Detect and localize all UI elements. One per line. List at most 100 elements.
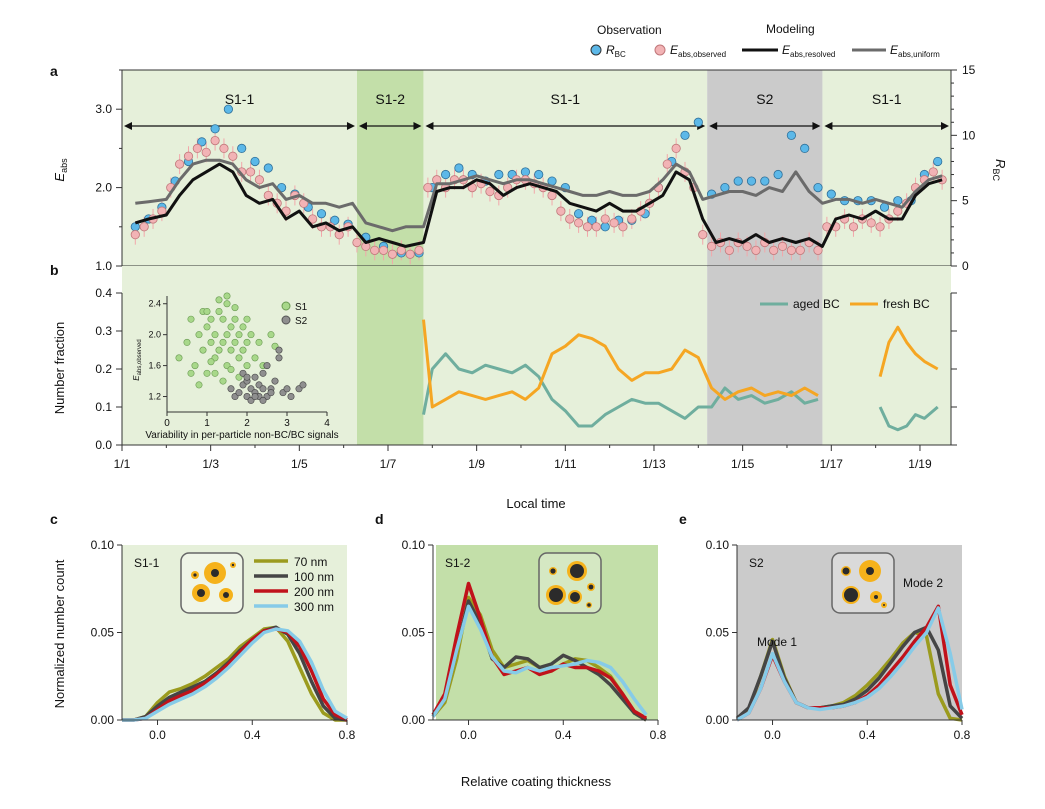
rbc-point xyxy=(760,176,770,186)
rbc-point xyxy=(746,176,757,186)
eobs-point xyxy=(609,218,619,228)
eobs-point xyxy=(370,245,380,255)
period-label-1: S1-2 xyxy=(375,91,405,107)
panel-e-series-3 xyxy=(736,606,964,722)
rbc-point xyxy=(733,176,743,186)
inset-s1-point xyxy=(231,315,239,323)
size-legend-100-label: 100 nm xyxy=(294,570,334,584)
time-tick-label: 1/5 xyxy=(291,457,308,471)
inset-s1-point xyxy=(175,354,183,362)
rbc-point xyxy=(600,222,610,232)
panel-d-series-1 xyxy=(431,599,648,722)
eobs-point xyxy=(219,143,229,153)
time-axis-ticks: 1/1 1/3 1/5 1/7 1/9 1/11 1/13 1/15 1/17 1/19 xyxy=(114,445,932,471)
eobs-point xyxy=(751,245,761,255)
inset-legend-s1-label: S1 xyxy=(295,302,308,313)
period-bg-b-3 xyxy=(707,266,823,445)
time-tick-label: 1/19 xyxy=(908,457,932,471)
inset-s1-point xyxy=(235,331,243,339)
inset-s1-point xyxy=(243,362,251,370)
eobs-point xyxy=(139,222,149,232)
inset-s1-point xyxy=(191,362,199,370)
eobs-point xyxy=(875,222,885,232)
inset-s1-point xyxy=(251,354,259,362)
time-tick-label: 1/7 xyxy=(380,457,397,471)
panel-e-ytick-label: 0.00 xyxy=(706,713,730,727)
eobs-point xyxy=(662,159,672,169)
inset-s1-point xyxy=(203,323,211,331)
inset-s1-point xyxy=(255,338,263,346)
panel-e-mode1-label: Mode 1 xyxy=(757,635,797,649)
inset-s2-point xyxy=(251,373,259,381)
panel-a-label: a xyxy=(50,63,58,79)
panel-d-xtick-label: 0.4 xyxy=(555,728,572,742)
inset-s1-point xyxy=(239,346,247,354)
panel-c: 0.00 0.05 0.10 0.0 0.4 0.8 S1-1 xyxy=(91,538,356,742)
period-bg-b-1 xyxy=(356,266,424,445)
rbc-point xyxy=(316,209,327,219)
eobs-point xyxy=(556,206,566,216)
period-arrow-left-0 xyxy=(124,122,132,130)
eobs-point xyxy=(618,222,628,232)
rbc-point xyxy=(494,169,504,180)
inset-s1-point xyxy=(267,331,275,339)
rbc-point xyxy=(210,124,220,134)
time-tick-label: 1/11 xyxy=(554,457,577,471)
rbc-point xyxy=(454,163,464,173)
size-legend-200-label: 200 nm xyxy=(294,585,334,599)
inset-ytick-label: 2.0 xyxy=(148,330,161,340)
panel-e-xtick-label: 0.8 xyxy=(954,728,971,742)
inset-s2-point xyxy=(259,396,267,404)
rbc-point xyxy=(237,143,247,153)
inset-s2-point xyxy=(259,385,267,393)
period-arrow-left-3 xyxy=(709,122,718,130)
panel-c-ytick-label: 0.00 xyxy=(91,713,115,727)
period-label-2: S1-1 xyxy=(551,91,581,107)
rbc-point xyxy=(786,130,797,140)
eobs-point xyxy=(848,222,859,232)
inset-xtick-label: 1 xyxy=(204,418,210,429)
eobs-point xyxy=(777,241,788,251)
eobs-point xyxy=(485,186,495,197)
time-tick-label: 1/3 xyxy=(202,457,219,471)
time-axis: 1/1 1/3 1/5 1/7 1/9 1/11 1/13 1/15 1/17 1/19 Loca… xyxy=(114,444,951,511)
inset-s1-point xyxy=(247,331,255,339)
fresh-bc-line xyxy=(422,319,939,409)
aged-bc-line xyxy=(422,352,939,432)
legend-rbc-label: RBC xyxy=(606,43,626,59)
eobs-point xyxy=(928,167,938,177)
panel-d-tag: S1-2 xyxy=(445,556,471,570)
panel-c-xtick-label: 0.4 xyxy=(244,728,261,742)
inset-ytick-label: 1.6 xyxy=(148,361,161,371)
period-arrow-right-0 xyxy=(346,122,355,130)
eobs-point xyxy=(308,214,318,224)
eobs-point xyxy=(175,159,185,169)
eobs-point xyxy=(130,230,140,240)
panel-e-xtick-label: 0.4 xyxy=(859,728,876,742)
inset-s2-point xyxy=(243,373,251,381)
legend-aged-label: aged BC xyxy=(793,297,840,311)
b-ytick-label: 0.3 xyxy=(95,324,112,338)
panel-d-ytick-label: 0.05 xyxy=(402,626,426,640)
panel-b-marks xyxy=(422,319,939,432)
inset-s2-point xyxy=(267,389,275,397)
legend-rbc-marker xyxy=(590,44,602,56)
panel-c-xtick-label: 0.0 xyxy=(149,728,166,742)
panel-a-left-axis: 1.0 2.0 3.0 xyxy=(95,69,122,273)
eobs-point xyxy=(591,222,601,232)
panel-d-ytick-label: 0.10 xyxy=(402,538,426,552)
inset-s1-point xyxy=(223,300,231,308)
eobs-point xyxy=(414,245,424,255)
time-tick-label: 1/13 xyxy=(642,457,666,471)
period-bg-a-4 xyxy=(822,70,951,266)
panel-e-tag: S2 xyxy=(749,556,764,570)
inset-s1-point xyxy=(183,338,191,346)
panel-c-ytick-label: 0.05 xyxy=(91,626,115,640)
rbc-point xyxy=(330,215,340,225)
rbc-point xyxy=(520,167,531,177)
eobs-point xyxy=(600,214,610,224)
rbc-point xyxy=(441,169,451,180)
rbc-point xyxy=(773,169,783,180)
period-bg-a-2 xyxy=(423,70,708,266)
panel-e-ytick-label: 0.10 xyxy=(706,538,730,552)
